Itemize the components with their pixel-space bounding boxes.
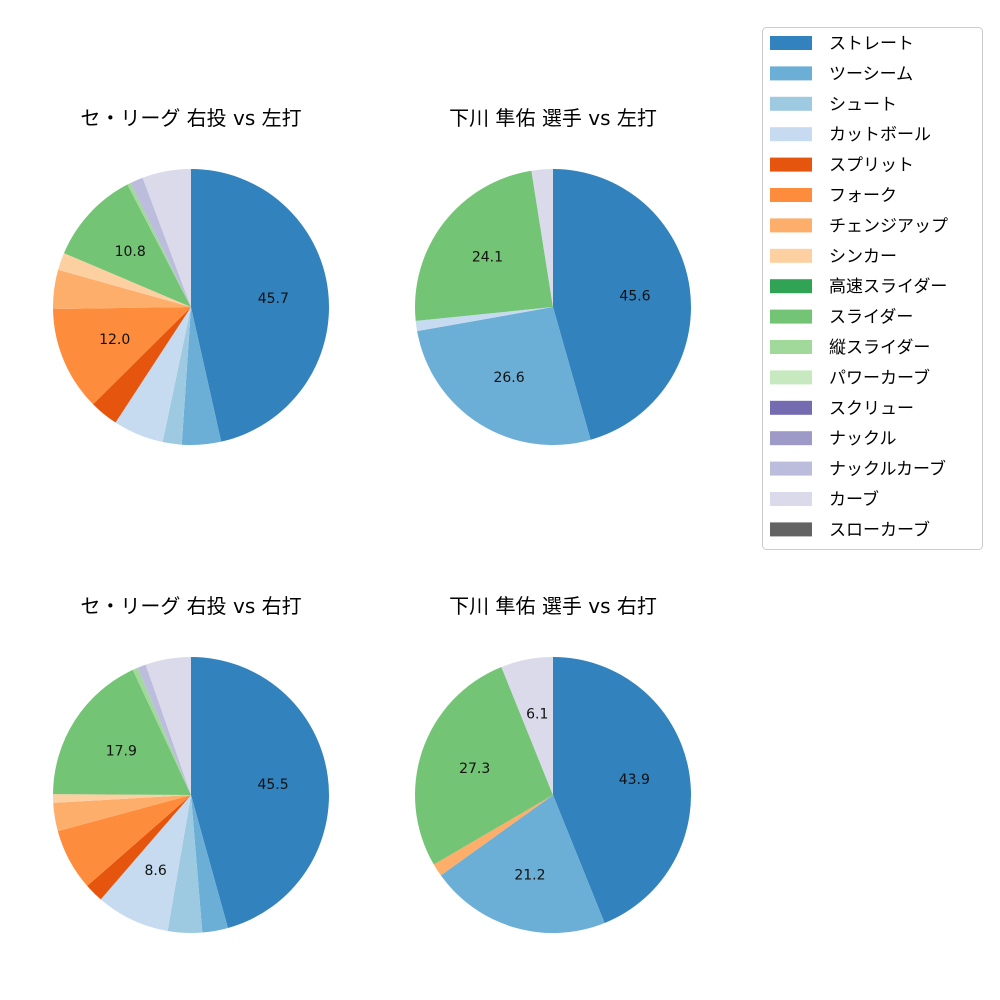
pie-slice: [415, 307, 553, 332]
slice-label: 6.1: [526, 707, 548, 723]
legend-entry: パワーカーブ: [829, 367, 930, 388]
legend-entry: ツーシーム: [829, 64, 913, 84]
legend: ストレートツーシームシュートカットボールスプリットフォークチェンジアップシンカー…: [762, 27, 983, 550]
legend-entry: スクリュー: [829, 399, 914, 419]
legend-entry: カットボール: [829, 125, 931, 145]
pie-slice: [433, 795, 553, 876]
slice-label: 24.1: [472, 249, 503, 265]
slice-label: 21.2: [514, 868, 545, 884]
pie-slice: [142, 169, 191, 307]
pie-slice: [501, 657, 553, 795]
pie-slice: [93, 307, 191, 423]
slice-label: 17.9: [106, 743, 137, 759]
legend-swatch: [770, 492, 812, 506]
legend-swatch: [770, 431, 812, 446]
legend-entry: スライダー: [829, 308, 913, 328]
legend-swatch: [770, 309, 812, 324]
pie-slice: [181, 307, 222, 446]
pie-slice: [53, 795, 191, 832]
slice-label: 10.8: [115, 244, 146, 260]
pie-slice: [191, 657, 329, 928]
slice-label: 45.6: [619, 289, 650, 305]
slice-label: 12.0: [99, 332, 130, 348]
slice-label: 43.9: [619, 772, 650, 788]
pie-slice: [57, 795, 192, 886]
legend-swatch: [770, 370, 812, 385]
pie-title: セ・リーグ 右投 vs 右打: [80, 594, 301, 618]
pie-slice: [132, 667, 191, 795]
legend-swatch: [770, 36, 812, 50]
pie-slice: [415, 667, 553, 865]
legend-entry: シンカー: [829, 247, 897, 267]
slice-label: 26.6: [493, 370, 524, 386]
legend-swatch: [770, 66, 812, 81]
pie-slice: [63, 184, 191, 307]
legend-swatch: [770, 96, 812, 111]
pie-slice: [531, 169, 553, 307]
pie-slice: [440, 795, 605, 933]
slice-label: 45.5: [257, 777, 288, 793]
pie-slice: [191, 169, 329, 442]
legend-swatch: [770, 400, 812, 415]
pie-slice: [53, 307, 192, 405]
pie-title: セ・リーグ 右投 vs 左打: [80, 106, 301, 130]
pie-slice: [162, 307, 191, 445]
pie-slice: [167, 795, 203, 934]
legend-swatch: [770, 279, 812, 294]
legend-entry: チェンジアップ: [829, 216, 948, 236]
pie-slice: [127, 182, 191, 307]
pie-slice: [53, 794, 191, 803]
pie-slice: [53, 269, 191, 309]
pie-slice: [130, 177, 191, 307]
pie-slice: [191, 795, 228, 933]
pie-title: 下川 隼佑 選手 vs 左打: [449, 106, 657, 130]
pie-1: セ・リーグ 右投 vs 左打 45.7 12.0 10.8: [53, 106, 329, 446]
pie-4: 下川 隼佑 選手 vs 右打 43.9 21.2 27.3 6.1: [415, 594, 692, 933]
pie-slice: [115, 307, 191, 443]
slice-label: 8.6: [144, 863, 166, 879]
legend-entry: ストレート: [829, 34, 914, 54]
pie-slice: [137, 664, 191, 795]
legend-entry: スローカーブ: [829, 519, 930, 540]
pie-slice: [553, 657, 692, 923]
legend-box: [762, 27, 983, 550]
pie-slice: [417, 307, 591, 445]
legend-entry: シュート: [829, 95, 897, 115]
pie-title: 下川 隼佑 選手 vs 右打: [449, 594, 657, 618]
legend-swatch: [770, 188, 812, 202]
legend-entry: スプリット: [829, 156, 914, 176]
legend-swatch: [770, 157, 812, 172]
legend-entry: 縦スライダー: [829, 338, 930, 358]
legend-entry: ナックルカーブ: [829, 459, 946, 480]
pie-slice: [145, 657, 191, 795]
legend-swatch: [770, 461, 812, 476]
legend-swatch: [770, 218, 812, 233]
slice-label: 45.7: [258, 291, 289, 307]
pie-slice: [100, 795, 191, 932]
pie-3: セ・リーグ 右投 vs 右打 45.5 8.6 17.9: [53, 594, 329, 934]
legend-swatch: [770, 340, 812, 354]
legend-entry: カーブ: [829, 489, 879, 510]
legend-swatch: [770, 522, 812, 537]
legend-entry: 高速スライダー: [829, 277, 947, 297]
slice-label: 27.3: [459, 761, 490, 777]
legend-swatch: [770, 248, 812, 263]
pie-slice: [53, 669, 191, 795]
legend-entry: ナックル: [829, 429, 897, 449]
pie-2: 下川 隼佑 選手 vs 左打 45.6 26.6 24.1: [415, 106, 692, 445]
pie-slice: [58, 253, 192, 307]
pie-slice: [553, 169, 692, 440]
legend-swatch: [770, 127, 812, 142]
pie-slice: [415, 170, 553, 321]
pie-slice: [87, 795, 191, 900]
legend-entry: フォーク: [829, 186, 897, 206]
